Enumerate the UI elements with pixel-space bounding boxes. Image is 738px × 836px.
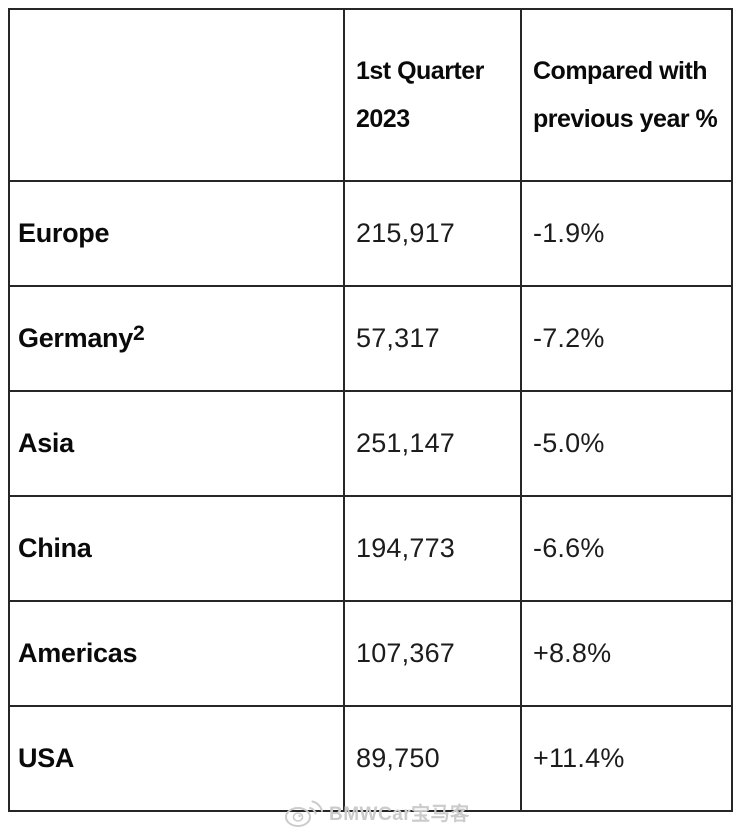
region-text: China [18,533,92,563]
table-row: China 194,773 -6.6% [8,495,733,602]
region-text: Germany [18,323,133,353]
table-row: Americas 107,367 +8.8% [8,600,733,707]
sales-value: 107,367 [343,600,522,707]
footnote-marker: 2 [132,322,145,345]
region-label: USA [8,705,345,812]
region-label: Americas [8,600,345,707]
change-value: -5.0% [520,390,733,497]
table-row: USA 89,750 +11.4% [8,705,733,812]
table-row: Europe 215,917 -1.9% [8,180,733,287]
region-label: Germany2 [8,285,345,392]
change-value: -1.9% [520,180,733,287]
header-change: Compared with previous year % [520,8,733,182]
change-value: +8.8% [520,600,733,707]
header-quarter: 1st Quarter 2023 [343,8,522,182]
region-text: USA [18,743,75,773]
region-text: Asia [18,428,74,458]
sales-value: 57,317 [343,285,522,392]
table-header-row: 1st Quarter 2023 Compared with previous … [8,8,733,182]
sales-value: 215,917 [343,180,522,287]
change-value: -7.2% [520,285,733,392]
region-label: Europe [8,180,345,287]
table-row: Asia 251,147 -5.0% [8,390,733,497]
change-value: +11.4% [520,705,733,812]
sales-value: 251,147 [343,390,522,497]
region-label: China [8,495,345,602]
region-text: Americas [18,638,138,668]
quarterly-sales-table: 1st Quarter 2023 Compared with previous … [8,8,733,812]
change-value: -6.6% [520,495,733,602]
region-text: Europe [18,218,110,248]
region-label: Asia [8,390,345,497]
header-region-blank [8,8,345,182]
sales-value: 194,773 [343,495,522,602]
sales-value: 89,750 [343,705,522,812]
table-row: Germany2 57,317 -7.2% [8,285,733,392]
